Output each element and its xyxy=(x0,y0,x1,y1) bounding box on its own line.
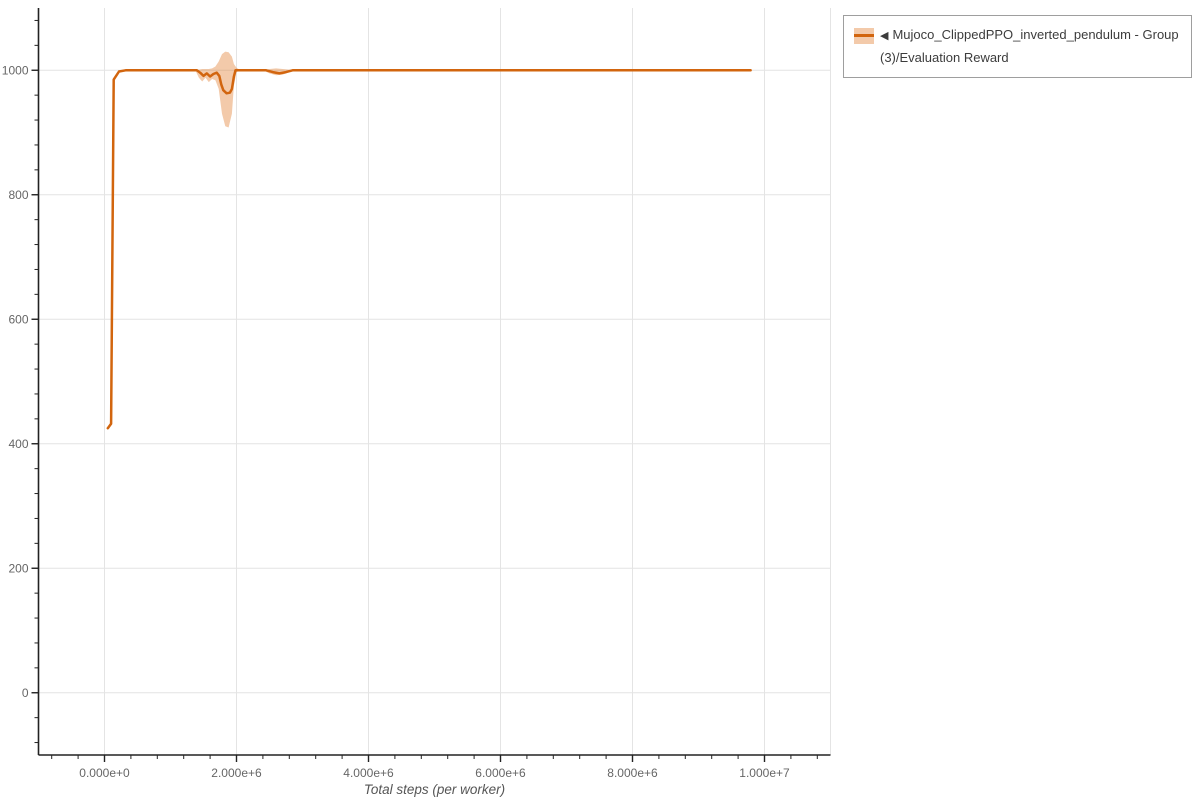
y-tick-label: 800 xyxy=(8,188,28,202)
legend-swatch-line xyxy=(854,34,874,37)
x-tick-label: 4.000e+6 xyxy=(343,766,394,780)
y-tick-label: 1000 xyxy=(2,63,29,77)
y-tick-label: 0 xyxy=(22,686,29,700)
x-tick-label: 8.000e+6 xyxy=(607,766,658,780)
legend[interactable]: ◀ Mujoco_ClippedPPO_inverted_pendulum - G… xyxy=(843,15,1192,78)
legend-series-name: Mujoco_ClippedPPO_inverted_pendulum - Gr… xyxy=(880,27,1179,65)
x-axis-label: Total steps (per worker) xyxy=(364,782,505,797)
x-tick-label: 6.000e+6 xyxy=(475,766,526,780)
variance-band xyxy=(195,51,296,128)
x-tick-label: 0.000e+0 xyxy=(79,766,130,780)
y-tick-label: 400 xyxy=(8,437,28,451)
y-tick-label: 600 xyxy=(8,312,28,326)
x-tick-label: 1.000e+7 xyxy=(739,766,790,780)
x-tick-label: 2.000e+6 xyxy=(211,766,262,780)
collapse-triangle-icon[interactable]: ◀ xyxy=(880,30,889,42)
y-tick-label: 200 xyxy=(8,561,28,575)
mean-reward-line xyxy=(106,69,752,430)
legend-item-label: ◀ Mujoco_ClippedPPO_inverted_pendulum - G… xyxy=(880,24,1181,69)
legend-swatch xyxy=(854,28,874,44)
